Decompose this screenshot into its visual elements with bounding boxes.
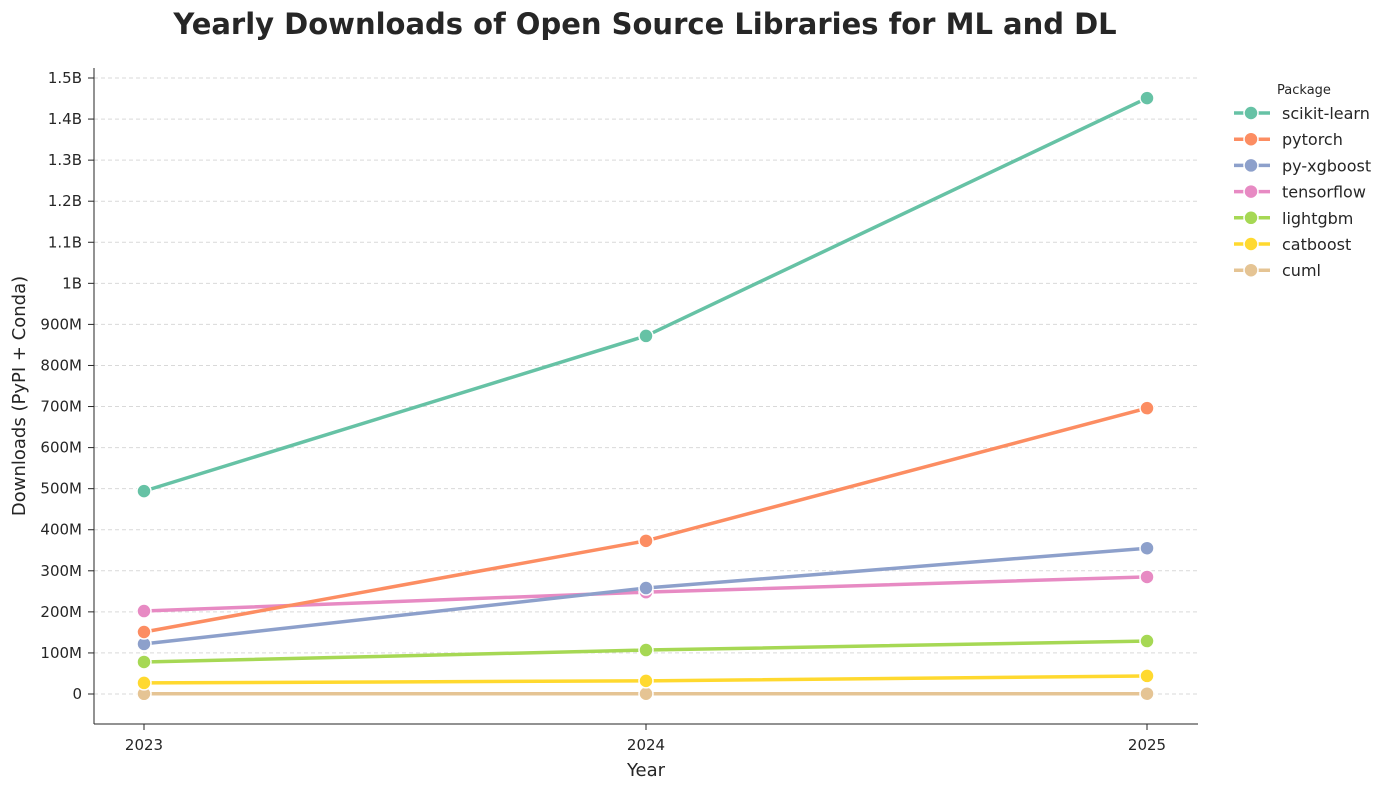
legend-label: cuml	[1282, 261, 1321, 280]
data-point	[1140, 91, 1154, 105]
y-tick-label: 300M	[40, 562, 82, 580]
series-group	[137, 91, 1154, 701]
legend-label: pytorch	[1282, 130, 1343, 149]
legend-marker	[1244, 185, 1258, 199]
legend-label: lightgbm	[1282, 209, 1353, 228]
legend-marker	[1244, 237, 1258, 251]
y-tick-label: 1.2B	[48, 192, 82, 210]
legend-item: cuml	[1234, 261, 1321, 280]
legend-label: tensorflow	[1282, 183, 1366, 202]
legend-label: catboost	[1282, 235, 1351, 254]
data-point	[1140, 669, 1154, 683]
y-tick-label: 0	[72, 685, 82, 703]
y-tick-label: 400M	[40, 521, 82, 539]
series-catboost	[137, 669, 1154, 690]
data-point	[639, 581, 653, 595]
chart-title: Yearly Downloads of Open Source Librarie…	[172, 7, 1116, 41]
y-axis-ticks: 0 100M 200M 300M 400M 500M 600M 700M 800M 900M 1B 1…	[40, 69, 94, 703]
x-axis-label: Year	[626, 760, 666, 781]
data-point	[1140, 541, 1154, 555]
y-tick-label: 500M	[40, 480, 82, 498]
x-tick-label: 2023	[125, 736, 163, 754]
legend-item: tensorflow	[1234, 183, 1366, 202]
y-tick-label: 800M	[40, 356, 82, 374]
legend-marker	[1244, 211, 1258, 225]
y-tick-label: 1.3B	[48, 151, 82, 169]
data-point	[639, 329, 653, 343]
legend-title: Package	[1277, 83, 1331, 98]
data-point	[639, 674, 653, 688]
y-tick-label: 900M	[40, 315, 82, 333]
y-tick-label: 600M	[40, 439, 82, 457]
series-cuml	[137, 687, 1154, 701]
legend-item: lightgbm	[1234, 209, 1353, 228]
data-point	[137, 655, 151, 669]
legend-label: py-xgboost	[1282, 156, 1371, 175]
y-tick-label: 700M	[40, 398, 82, 416]
data-point	[639, 534, 653, 548]
data-point	[1140, 401, 1154, 415]
data-point	[1140, 687, 1154, 701]
y-tick-label: 200M	[40, 603, 82, 621]
data-point	[137, 484, 151, 498]
legend-marker	[1244, 158, 1258, 172]
y-tick-label: 100M	[40, 644, 82, 662]
series-scikit-learn	[137, 91, 1154, 498]
legend-item: scikit-learn	[1234, 104, 1370, 123]
data-point	[639, 643, 653, 657]
y-axis-label: Downloads (PyPI + Conda)	[9, 276, 30, 516]
x-tick-label: 2025	[1128, 736, 1166, 754]
y-tick-label: 1.4B	[48, 110, 82, 128]
data-point	[137, 676, 151, 690]
legend-marker	[1244, 106, 1258, 120]
legend-item: py-xgboost	[1234, 156, 1371, 175]
legend-marker	[1244, 263, 1258, 277]
series-pytorch	[137, 401, 1154, 639]
y-tick-label: 1.1B	[48, 233, 82, 251]
data-point	[137, 604, 151, 618]
y-tick-label: 1.5B	[48, 69, 82, 87]
data-point	[1140, 634, 1154, 648]
data-point	[137, 625, 151, 639]
legend-item: catboost	[1234, 235, 1351, 254]
x-axis-ticks: 2023 2024 2025	[125, 724, 1166, 754]
series-lightgbm	[137, 634, 1154, 669]
legend-label: scikit-learn	[1282, 104, 1370, 123]
grid	[94, 78, 1198, 694]
legend-marker	[1244, 132, 1258, 146]
legend-item: pytorch	[1234, 130, 1343, 149]
legend: Package scikit-learn pytorch py-xgboost ten…	[1234, 83, 1371, 280]
y-tick-label: 1B	[62, 274, 82, 292]
data-point	[1140, 570, 1154, 584]
x-tick-label: 2024	[627, 736, 665, 754]
series-line	[144, 98, 1147, 491]
data-point	[639, 687, 653, 701]
